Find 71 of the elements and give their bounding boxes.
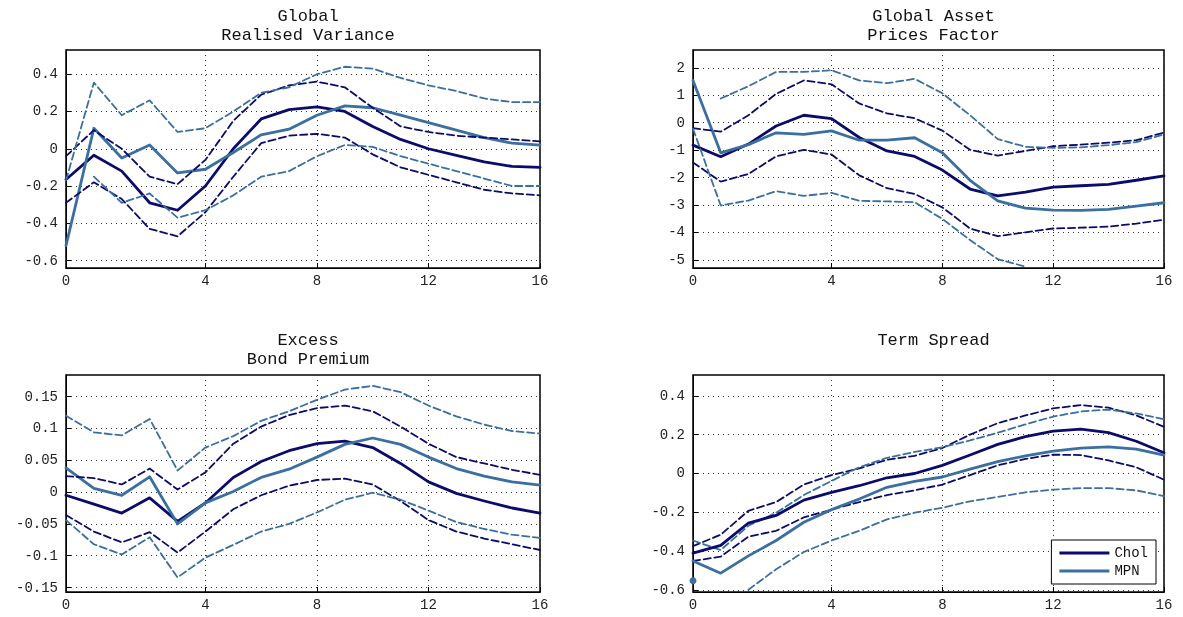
x-tick-label: 16	[1155, 273, 1173, 289]
x-tick-label: 8	[312, 273, 322, 289]
line-series	[65, 80, 541, 186]
line-series	[719, 69, 1165, 149]
line-series	[692, 148, 1165, 238]
x-tick-label: 4	[201, 597, 210, 613]
y-tick-label: -0.2	[24, 178, 58, 195]
y-tick-label: -1	[668, 142, 685, 159]
chart-title: Global Realised Variance	[221, 7, 395, 45]
chart-title: Global Asset Prices Factor	[867, 7, 1000, 45]
x-tick-label: 0	[688, 597, 698, 613]
y-tick-label: 0.4	[659, 387, 685, 404]
y-tick-label: -0.1	[24, 547, 58, 564]
x-tick-label: 16	[531, 597, 549, 613]
y-tick-label: 0	[49, 140, 58, 157]
y-tick-label: 1	[676, 87, 685, 104]
y-tick-label: -0.6	[24, 252, 58, 269]
x-tick-label: 4	[201, 273, 210, 289]
y-tick-label: 0.4	[32, 66, 58, 83]
x-tick-label: 12	[1044, 273, 1062, 289]
line-series	[92, 144, 541, 219]
y-tick-label: 0.1	[32, 420, 58, 437]
x-tick-label: 16	[531, 273, 549, 289]
chart-title: Term Spread	[877, 331, 990, 350]
y-tick-label: -0.2	[651, 504, 685, 521]
y-tick-label: 0	[676, 114, 685, 131]
x-tick-label: 12	[420, 273, 437, 289]
line-series	[65, 132, 541, 238]
line-series	[691, 113, 1166, 198]
y-tick-label: -0.6	[651, 582, 685, 599]
x-tick-label: 12	[1044, 597, 1062, 613]
x-tick-label: 12	[420, 597, 437, 613]
y-tick-label: -0.4	[24, 215, 58, 232]
y-tick-label: 0	[676, 465, 685, 482]
line-series	[692, 127, 1027, 268]
y-tick-label: 0.15	[24, 388, 58, 405]
y-tick-label: 2	[676, 59, 685, 76]
legend-label: MPN	[1114, 563, 1140, 579]
line-series	[65, 384, 541, 472]
y-tick-label: -3	[668, 196, 685, 213]
x-tick-label: 4	[827, 273, 836, 289]
line-series	[691, 445, 1166, 575]
line-series	[65, 65, 541, 182]
line-series	[691, 427, 1166, 555]
x-tick-label: 8	[312, 597, 322, 613]
line-series	[64, 104, 542, 248]
y-tick-label: 0	[49, 484, 58, 501]
y-tick-label: -5	[668, 251, 685, 268]
x-tick-label: 4	[827, 597, 836, 613]
line-series	[64, 105, 542, 212]
line-series	[65, 404, 541, 491]
y-tick-label: -2	[668, 169, 685, 186]
line-series	[692, 79, 1165, 157]
chart-title: Excess Bond Premium	[246, 331, 370, 369]
line-series	[65, 477, 541, 554]
y-tick-label: -0.05	[15, 515, 58, 532]
y-tick-label: 0.2	[32, 103, 58, 120]
x-tick-label: 0	[61, 273, 71, 289]
y-tick-label: -0.4	[651, 543, 685, 560]
y-tick-label: 0.2	[659, 426, 685, 443]
y-tick-label: 0.05	[24, 452, 58, 469]
line-series	[691, 79, 1166, 212]
x-tick-label: 8	[938, 273, 947, 289]
x-tick-label: 8	[938, 597, 947, 613]
y-tick-label: -0.15	[15, 579, 58, 596]
x-tick-label: 0	[61, 597, 71, 613]
legend-label: Chol	[1114, 545, 1148, 561]
x-tick-label: 0	[688, 273, 698, 289]
x-tick-label: 16	[1155, 597, 1173, 613]
line-series	[65, 491, 541, 579]
y-tick-label: -4	[668, 224, 685, 241]
